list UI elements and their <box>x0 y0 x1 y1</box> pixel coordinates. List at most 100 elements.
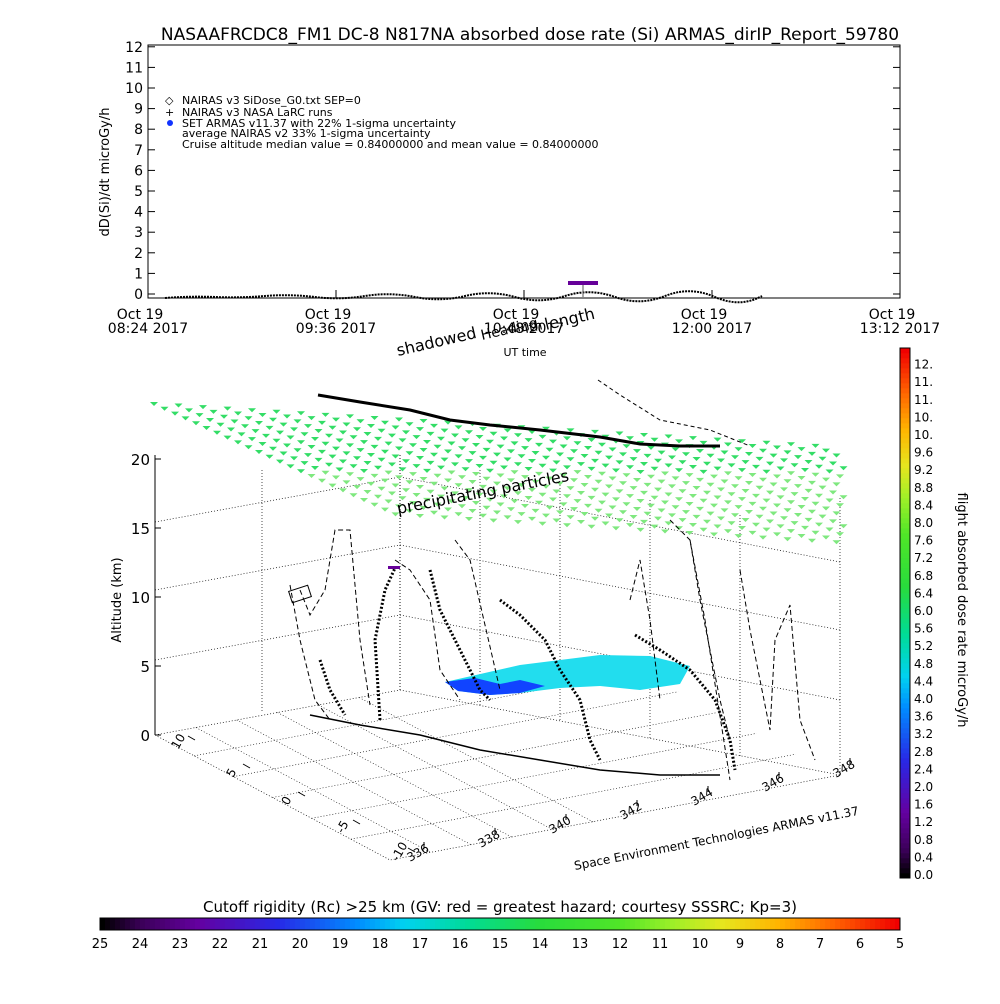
particle-mark <box>339 459 347 464</box>
particle-mark <box>591 429 599 434</box>
floor-grid-line <box>272 712 718 798</box>
particle-mark <box>759 448 767 453</box>
particle-mark <box>440 428 449 433</box>
particle-mark <box>636 527 645 532</box>
particle-mark <box>780 458 788 463</box>
colorbar-tick-label: 8 <box>776 937 784 952</box>
particle-mark <box>640 433 648 437</box>
particle-mark <box>685 531 694 535</box>
colorbar-segment <box>865 918 871 930</box>
colorbar-segment <box>860 918 866 930</box>
particle-mark <box>570 507 578 512</box>
particle-mark <box>755 485 764 490</box>
colorbar-segment <box>775 918 781 930</box>
particle-mark <box>794 513 802 518</box>
particle-mark <box>416 427 424 432</box>
colorbar-segment <box>550 918 556 930</box>
colorbar-segment <box>100 918 106 930</box>
particle-mark <box>430 481 438 486</box>
colorbar-segment <box>900 823 910 829</box>
latitude-tick-label: -5 <box>333 818 351 835</box>
colorbar-segment <box>440 918 446 930</box>
colorbar-segment <box>875 918 881 930</box>
colorbar-segment <box>900 448 910 454</box>
particle-mark <box>671 505 680 510</box>
particle-mark <box>391 454 400 459</box>
particle-mark <box>258 441 267 446</box>
particle-mark <box>181 416 190 421</box>
particle-mark <box>255 450 263 454</box>
particle-mark <box>230 419 239 424</box>
colorbar-segment <box>900 778 910 784</box>
particle-mark <box>447 441 456 446</box>
colorbar-segment <box>900 703 910 709</box>
colorbar-segment <box>900 798 910 804</box>
particle-mark <box>174 403 183 408</box>
colorbar-segment <box>900 373 910 379</box>
particle-mark <box>685 502 694 507</box>
colorbar-segment <box>805 918 811 930</box>
x-tick-label: 09:36 2017 <box>296 321 376 337</box>
particle-mark <box>762 498 771 503</box>
particle-mark <box>608 505 617 510</box>
particle-mark <box>682 481 690 486</box>
particle-mark <box>671 447 680 452</box>
particle-mark <box>535 471 543 476</box>
colorbar-segment <box>475 918 481 930</box>
particle-mark <box>297 440 305 445</box>
particle-mark <box>591 487 599 492</box>
particle-mark <box>724 500 732 505</box>
colorbar-segment <box>535 918 541 930</box>
colorbar-segment <box>900 843 910 849</box>
colorbar-segment <box>385 918 391 930</box>
colorbar-segment <box>355 918 361 930</box>
colorbar-segment <box>900 603 910 609</box>
particle-mark <box>360 498 368 502</box>
colorbar-segment <box>900 838 910 844</box>
colorbar-segment <box>675 918 681 930</box>
particle-mark <box>640 490 648 495</box>
colorbar-segment <box>690 918 696 930</box>
particle-mark <box>493 510 501 515</box>
particle-mark <box>615 460 624 465</box>
particle-mark <box>538 521 547 526</box>
particle-mark <box>426 431 435 436</box>
colorbar-segment <box>530 918 536 930</box>
particle-mark <box>755 456 764 461</box>
colorbar-tick-label: 0.4 <box>914 850 933 864</box>
particle-mark <box>451 491 459 496</box>
colorbar-segment <box>520 918 526 930</box>
particle-mark <box>475 435 484 439</box>
colorbar-segment <box>620 918 626 930</box>
colorbar-segment <box>370 918 376 930</box>
particle-mark <box>780 516 788 521</box>
particle-mark <box>790 463 799 468</box>
bottom-colorbar-label: Cutoff rigidity (Rc) >25 km (GV: red = g… <box>203 898 797 916</box>
colorbar-tick-label: 11. <box>914 375 933 389</box>
colorbar-segment <box>895 918 901 930</box>
credit-label: Space Environment Technologies ARMAS v11… <box>573 804 860 873</box>
colorbar-segment <box>900 553 910 559</box>
particle-mark <box>370 415 379 420</box>
particle-mark <box>612 497 620 502</box>
particle-mark <box>566 428 575 433</box>
colorbar-segment <box>115 918 121 930</box>
particle-mark <box>591 516 599 521</box>
particle-mark <box>426 460 435 465</box>
particle-mark <box>657 508 666 513</box>
particle-mark <box>384 499 393 504</box>
particle-mark <box>748 472 757 477</box>
particle-mark <box>503 515 512 520</box>
particle-mark <box>300 432 309 437</box>
colorbar-segment <box>900 793 910 799</box>
colorbar-segment <box>125 918 131 930</box>
floor-grid-line <box>359 697 595 823</box>
colorbar-segment <box>120 918 126 930</box>
colorbar-segment <box>900 573 910 579</box>
particle-mark <box>664 521 673 526</box>
particle-mark <box>780 487 788 492</box>
colorbar-segment <box>825 918 831 930</box>
particle-mark <box>601 492 610 497</box>
particle-mark <box>741 489 750 494</box>
particle-mark <box>594 508 603 513</box>
